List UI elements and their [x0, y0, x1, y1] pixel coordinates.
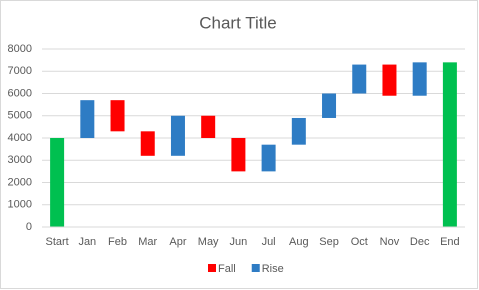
- rise-bar: [170, 115, 185, 156]
- total-bar: [442, 62, 457, 227]
- x-tick-label: Sep: [319, 236, 339, 248]
- x-tick-label: Feb: [108, 236, 127, 248]
- y-tick-label: 0: [26, 221, 32, 233]
- rise-bar: [261, 144, 276, 172]
- y-tick-label: 1000: [8, 199, 32, 211]
- x-tick-label: Jul: [262, 236, 276, 248]
- x-tick-label: Dec: [410, 236, 430, 248]
- y-tick-label: 8000: [8, 43, 32, 55]
- rise-bar: [412, 62, 427, 96]
- x-tick-label: End: [440, 236, 460, 248]
- fall-bar: [201, 115, 216, 138]
- legend-label: Rise: [262, 263, 284, 275]
- chart-title: Chart Title: [199, 13, 276, 32]
- x-tick-label: Jan: [78, 236, 96, 248]
- y-tick-label: 6000: [8, 87, 32, 99]
- total-bar: [50, 138, 65, 227]
- y-tick-label: 5000: [8, 110, 32, 122]
- legend-swatch: [208, 264, 216, 272]
- fall-bar: [382, 64, 397, 96]
- x-tick-label: Aug: [289, 236, 309, 248]
- rise-bar: [80, 100, 95, 138]
- fall-bar: [110, 100, 125, 132]
- x-tick-label: Start: [45, 236, 68, 248]
- x-tick-label: May: [198, 236, 219, 248]
- x-tick-label: Nov: [380, 236, 400, 248]
- rise-bar: [322, 93, 337, 118]
- x-tick-label: Oct: [351, 236, 368, 248]
- x-tick-label: Apr: [169, 236, 186, 248]
- legend-swatch: [251, 264, 260, 272]
- y-tick-label: 2000: [8, 176, 32, 188]
- y-tick-label: 7000: [8, 65, 32, 77]
- rise-bar: [352, 64, 367, 94]
- fall-bar: [140, 131, 155, 156]
- legend-label: Fall: [218, 263, 236, 275]
- y-tick-label: 4000: [8, 132, 32, 144]
- x-tick-label: Jun: [230, 236, 248, 248]
- fall-bar: [231, 138, 246, 172]
- rise-bar: [291, 117, 306, 145]
- x-tick-label: Mar: [138, 236, 157, 248]
- y-tick-label: 3000: [8, 154, 32, 166]
